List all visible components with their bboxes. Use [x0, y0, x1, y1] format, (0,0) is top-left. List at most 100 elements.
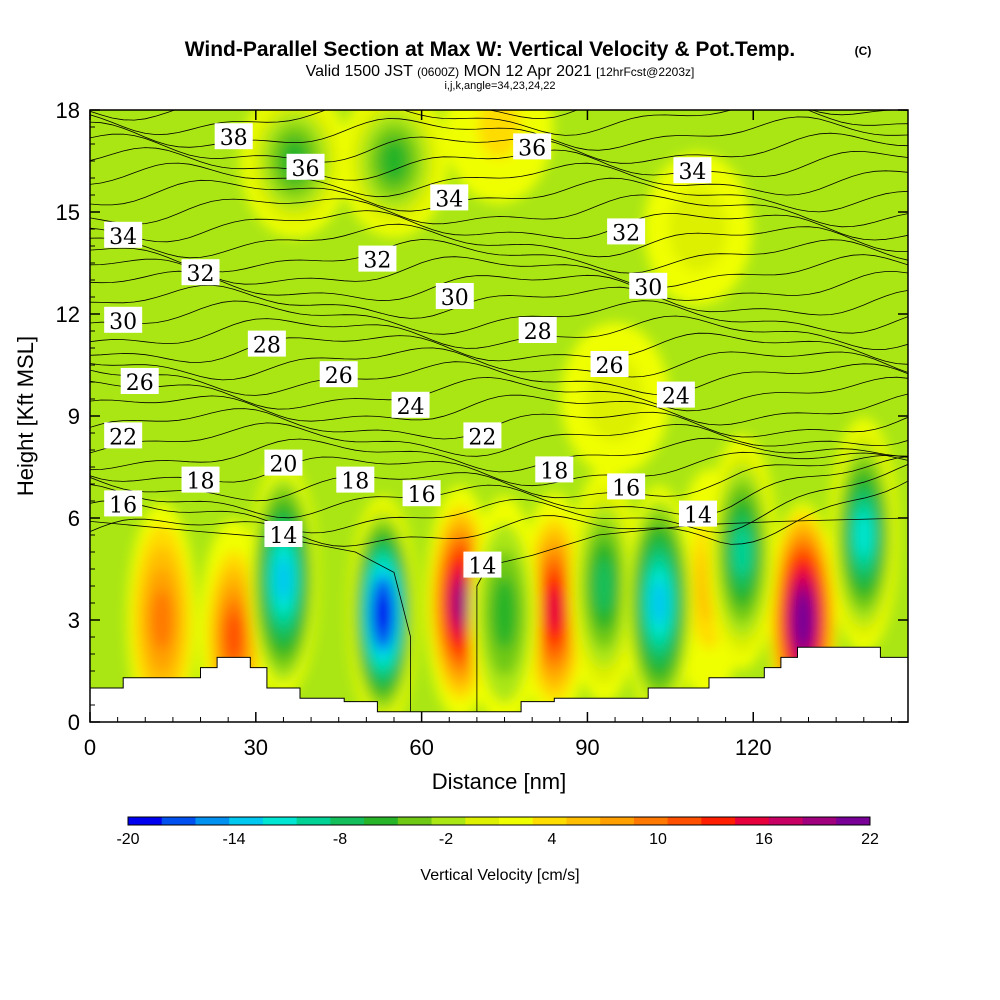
contour-label-text: 24 [397, 395, 425, 420]
theta-contour-label: 22 [463, 422, 502, 450]
theta-contour-label: 14 [264, 521, 303, 549]
contour-label-box [607, 218, 646, 245]
theta-contour-line [90, 223, 908, 259]
contour-label-box [590, 351, 629, 377]
copyright-mark: (C) [855, 44, 872, 58]
colorbar-segment [566, 817, 601, 825]
colorbar-segment [330, 817, 365, 825]
theta-contour-label: 28 [247, 330, 286, 359]
contour-label-box [214, 123, 253, 150]
contour-label-box [402, 480, 441, 507]
theta-contour-line [90, 147, 908, 181]
velocity-core [151, 589, 173, 651]
terrain [90, 646, 908, 722]
theta-contour-line [90, 177, 908, 213]
contour-label-text: 18 [187, 470, 215, 495]
colorbar-frame [127, 816, 871, 826]
theta-contour-line [90, 422, 908, 457]
contour-label-text: 38 [220, 126, 248, 151]
theta-contour-line [90, 347, 908, 381]
y-tick-label: 6 [68, 506, 80, 531]
contour-label-box [678, 500, 717, 527]
colorbar-segment [499, 817, 534, 825]
contour-label-box [104, 221, 143, 248]
x-tick-label: 30 [244, 735, 268, 760]
velocity-core [855, 512, 873, 558]
colorbar-tick-label: -8 [333, 831, 347, 848]
y-tick-label: 9 [68, 404, 80, 429]
theta-contour-label: 14 [463, 551, 502, 580]
contour-label-box [391, 391, 430, 418]
colorbar-segment [397, 817, 433, 825]
theta-contour-line [90, 270, 908, 301]
x-tick-label: 120 [735, 735, 772, 760]
theta-contour-line [90, 393, 908, 426]
contour-label-box [535, 456, 574, 483]
x-tick-label: 60 [409, 735, 433, 760]
contour-label-box [358, 245, 397, 272]
theta-contour-label: 32 [181, 259, 220, 287]
colorbar-segment [836, 817, 871, 825]
theta-contour-line [476, 517, 908, 712]
theta-contour-line [90, 361, 908, 396]
theta-contour-label: 32 [607, 218, 646, 246]
colorbar-tick-label: -2 [439, 831, 453, 848]
theta-contour-labels: 38 36 36 34 34 34 32 32 32 30 30 30 28 28 26 26 26 24 24 22… [104, 123, 717, 580]
theta-contour-line [90, 254, 908, 289]
theta-contour-label: 16 [104, 490, 143, 518]
theta-contour-line [90, 300, 908, 335]
theta-contour-label: 26 [590, 351, 629, 379]
theta-contour-line [90, 110, 908, 136]
velocity-core [492, 577, 517, 649]
colorbar-tick-label: 16 [755, 831, 773, 848]
theta-contour-label: 36 [513, 133, 552, 161]
contour-label-box [120, 368, 159, 394]
velocity-core [651, 580, 668, 626]
contour-label-text: 18 [540, 459, 568, 484]
theta-contour-label: 30 [629, 272, 668, 301]
colorbar-tick-label: -20 [116, 831, 139, 848]
theta-contour-line [90, 480, 908, 547]
theta-contour-label: 24 [391, 391, 430, 420]
colorbar-segment [296, 817, 331, 825]
contour-label-text: 16 [109, 493, 137, 518]
colorbar-segment [161, 817, 196, 825]
contour-label-box [336, 466, 375, 493]
colorbar-segment [701, 817, 736, 825]
contour-label-text: 28 [524, 320, 552, 345]
theta-contour-label: 18 [336, 466, 375, 495]
y-tick-label: 18 [56, 98, 80, 123]
contour-label-box [430, 184, 469, 211]
theta-contour-line [90, 437, 908, 473]
colorbar-segment [735, 817, 770, 825]
y-tick-label: 0 [68, 710, 80, 735]
velocity-core [275, 557, 292, 602]
contour-label-text: 26 [126, 371, 154, 396]
contour-label-text: 14 [684, 504, 712, 529]
velocity-core [453, 584, 468, 622]
colorbar-segment [532, 817, 567, 825]
colorbar: -20 -14 -8 -2 4 10 16 22 [116, 816, 879, 848]
x-tick-label: 90 [575, 735, 599, 760]
theta-contour-label: 34 [673, 157, 712, 185]
theta-contour-label: 34 [430, 184, 469, 212]
valid-prefix: Valid 1500 JST [306, 63, 414, 80]
contour-label-box [104, 306, 143, 333]
contour-label-box [286, 153, 325, 180]
contour-label-box [463, 422, 502, 449]
contour-label-box [264, 521, 303, 547]
velocity-core [594, 559, 614, 613]
contour-label-box [629, 272, 668, 299]
contour-label-box [319, 361, 358, 388]
colorbar-segment [667, 817, 702, 825]
contour-label-text: 30 [441, 286, 469, 311]
theta-contour-label: 18 [181, 466, 220, 495]
contour-label-box [656, 381, 695, 408]
contour-label-text: 36 [518, 136, 546, 161]
valid-utc: (0600Z) [417, 65, 459, 79]
forecast-label: [12hrFcst@2203z] [596, 65, 694, 79]
theta-contour-label: 26 [319, 361, 358, 389]
valid-date: MON 12 Apr 2021 [464, 63, 592, 80]
